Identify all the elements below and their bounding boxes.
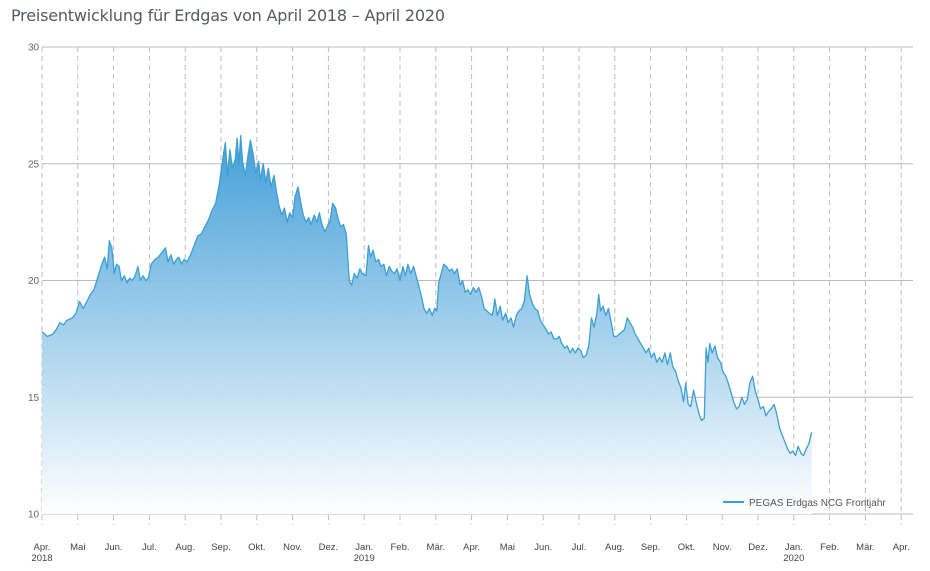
y-tick-label: 20 — [28, 276, 40, 287]
x-tick-label: Sep. — [641, 542, 661, 553]
x-tick-label: Jan. — [785, 542, 803, 553]
y-tick-label: 30 — [28, 43, 40, 54]
x-tick-label: Jan. — [355, 542, 373, 553]
x-tick-year: 2019 — [354, 553, 375, 564]
x-tick-label: Jul. — [572, 542, 587, 553]
x-tick-label: Jun. — [534, 542, 552, 553]
x-tick-label: Aug. — [605, 542, 625, 553]
x-tick-label: Feb. — [820, 542, 839, 553]
legend-label: PEGAS Erdgas NCG Frontjahr — [749, 498, 886, 509]
x-tick-year: 2020 — [783, 553, 804, 564]
x-tick-year: 2018 — [31, 553, 52, 564]
x-tick-label: Mär. — [427, 542, 445, 553]
y-tick-label: 25 — [28, 159, 40, 170]
x-tick-label: Dez. — [319, 542, 339, 553]
x-tick-label: Apr. — [34, 542, 51, 553]
x-tick-label: Apr. — [463, 542, 480, 553]
x-tick-label: Jun. — [105, 542, 123, 553]
x-tick-label: Aug. — [175, 542, 195, 553]
y-tick-label: 15 — [28, 393, 40, 404]
legend: PEGAS Erdgas NCG Frontjahr — [723, 498, 886, 509]
x-tick-label: Apr. — [893, 542, 910, 553]
x-tick-label: Nov. — [283, 542, 302, 553]
x-tick-label: Dez. — [748, 542, 768, 553]
x-tick-label: Okt. — [248, 542, 265, 553]
x-tick-label: Mai — [500, 542, 515, 553]
x-tick-label: Mär. — [856, 542, 874, 553]
area-layer — [41, 135, 813, 514]
x-tick-label: Okt. — [678, 542, 695, 553]
x-tick-label: Nov. — [713, 542, 732, 553]
x-tick-label: Feb. — [390, 542, 409, 553]
series-area — [42, 135, 812, 514]
x-tick-label: Sep. — [211, 542, 231, 553]
x-tick-label: Mai — [70, 542, 85, 553]
x-tick-label: Jul. — [142, 542, 157, 553]
series-line — [41, 135, 813, 457]
chart-title: Preisentwicklung für Erdgas von April 20… — [11, 6, 445, 25]
y-tick-label: 10 — [28, 510, 40, 521]
